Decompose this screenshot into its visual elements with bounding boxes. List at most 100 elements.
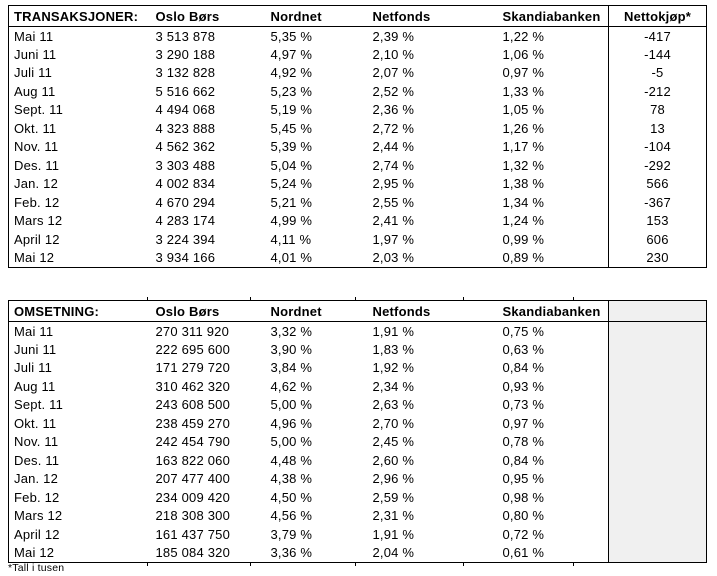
nettokjop-cell <box>608 414 707 433</box>
month-cell: Sept. 11 <box>14 102 64 118</box>
skandiabanken-cell: 1,32 % <box>502 157 545 173</box>
nordnet-cell: 3,32 % <box>270 323 313 339</box>
nordnet-cell: 3,79 % <box>270 526 313 542</box>
oslo-bors-cell: 207 477 400 <box>155 471 230 487</box>
month-cell: Juni 11 <box>14 46 57 62</box>
month-cell: Juli 11 <box>14 65 53 81</box>
netfonds-cell: 2,95 % <box>372 176 415 192</box>
border-tick <box>250 561 251 566</box>
month-cell: Mars 12 <box>14 508 63 524</box>
table-title-transaksjoner: TRANSAKSJONER: <box>8 5 151 27</box>
oslo-bors-cell: 4 002 834 <box>155 176 216 192</box>
table-row: Des. 11 163 822 060 4,48 % 2,60 % 0,84 % <box>9 451 707 470</box>
footnote: *Tall i tusen <box>8 562 65 574</box>
netfonds-cell: 2,41 % <box>372 213 415 229</box>
nettokjop-cell: 566 <box>608 174 707 193</box>
oslo-bors-cell: 243 608 500 <box>155 397 230 413</box>
skandiabanken-cell: 0,73 % <box>502 397 545 413</box>
oslo-bors-cell: 3 513 878 <box>155 28 216 44</box>
nordnet-cell: 4,50 % <box>270 489 313 505</box>
oslo-bors-cell: 161 437 750 <box>155 526 230 542</box>
oslo-bors-cell: 310 462 320 <box>155 378 230 394</box>
oslo-bors-cell: 185 084 320 <box>155 545 230 560</box>
table-row: Juni 11 3 290 188 4,97 % 2,10 % 1,06 % -144 <box>9 45 707 64</box>
nettokjop-cell: -212 <box>608 82 707 101</box>
month-cell: Aug 11 <box>14 83 56 99</box>
netfonds-cell: 2,74 % <box>372 157 415 173</box>
table-row: Mars 12 4 283 174 4,99 % 2,41 % 1,24 % 153 <box>9 211 707 230</box>
skandiabanken-cell: 1,34 % <box>502 194 545 210</box>
nordnet-cell: 4,99 % <box>270 213 313 229</box>
netfonds-cell: 2,96 % <box>372 471 415 487</box>
turnover-table: OMSETNING: Oslo Børs Nordnet Netfonds Sk… <box>8 297 707 566</box>
skandiabanken-cell: 0,80 % <box>502 508 545 524</box>
table-row: Mai 12 185 084 320 3,36 % 2,04 % 0,61 % <box>9 543 707 562</box>
table-row: April 12 161 437 750 3,79 % 1,91 % 0,72 % <box>9 525 707 544</box>
nordnet-cell: 4,11 % <box>270 231 312 247</box>
header-row: OMSETNING: Oslo Børs Nordnet Netfonds Sk… <box>8 300 707 322</box>
skandiabanken-cell: 0,97 % <box>502 65 545 81</box>
month-cell: Nov. 11 <box>14 434 59 450</box>
month-cell: Juni 11 <box>14 341 57 357</box>
nordnet-cell: 3,84 % <box>270 360 313 376</box>
transactions-table: TRANSAKSJONER: Oslo Børs Nordnet Netfond… <box>8 5 707 268</box>
netfonds-cell: 1,92 % <box>372 360 415 376</box>
column-header-nettokjop: Nettokjøp* <box>608 5 707 27</box>
skandiabanken-cell: 0,95 % <box>502 471 545 487</box>
nettokjop-cell: 13 <box>608 119 707 138</box>
month-cell: Feb. 12 <box>14 194 60 210</box>
oslo-bors-cell: 218 308 300 <box>155 508 230 524</box>
oslo-bors-cell: 238 459 270 <box>155 415 230 431</box>
netfonds-cell: 2,55 % <box>372 194 415 210</box>
border-tick <box>355 297 356 301</box>
table-row: Jan. 12 4 002 834 5,24 % 2,95 % 1,38 % 566 <box>9 174 707 193</box>
skandiabanken-cell: 0,61 % <box>502 545 545 560</box>
month-cell: Jan. 12 <box>14 471 59 487</box>
nettokjop-cell <box>608 525 707 544</box>
oslo-bors-cell: 171 279 720 <box>155 360 230 376</box>
nordnet-cell: 4,62 % <box>270 378 313 394</box>
border-tick <box>463 561 464 566</box>
nordnet-cell: 5,45 % <box>270 120 313 136</box>
skandiabanken-cell: 1,24 % <box>502 213 545 229</box>
nettokjop-cell: -292 <box>608 156 707 175</box>
skandiabanken-cell: 0,63 % <box>502 341 545 357</box>
oslo-bors-cell: 242 454 790 <box>155 434 230 450</box>
table-row: Juli 11 3 132 828 4,92 % 2,07 % 0,97 % -5 <box>9 63 707 82</box>
month-cell: Mai 12 <box>14 545 55 560</box>
header-row: TRANSAKSJONER: Oslo Børs Nordnet Netfond… <box>8 5 707 27</box>
oslo-bors-cell: 3 132 828 <box>155 65 216 81</box>
skandiabanken-cell: 0,84 % <box>502 452 545 468</box>
month-cell: Juli 11 <box>14 360 53 376</box>
month-cell: Mai 11 <box>14 323 54 339</box>
netfonds-cell: 2,60 % <box>372 452 415 468</box>
table-row: Okt. 11 4 323 888 5,45 % 2,72 % 1,26 % 13 <box>9 119 707 138</box>
nettokjop-cell <box>608 377 707 396</box>
turnover-table-grid: OMSETNING: Oslo Børs Nordnet Netfonds Sk… <box>8 300 707 563</box>
netfonds-cell: 2,52 % <box>372 83 415 99</box>
border-tick <box>250 297 251 301</box>
netfonds-cell: 1,83 % <box>372 341 415 357</box>
nordnet-cell: 3,90 % <box>270 341 313 357</box>
nettokjop-cell <box>608 395 707 414</box>
oslo-bors-cell: 4 494 068 <box>155 102 216 118</box>
nettokjop-cell <box>608 506 707 525</box>
nettokjop-cell: -144 <box>608 45 707 64</box>
table-row: Aug 11 310 462 320 4,62 % 2,34 % 0,93 % <box>9 377 707 396</box>
netfonds-cell: 2,59 % <box>372 489 415 505</box>
oslo-bors-cell: 270 311 920 <box>155 323 230 339</box>
month-cell: Mars 12 <box>14 213 63 229</box>
table-row: Aug 11 5 516 662 5,23 % 2,52 % 1,33 % -212 <box>9 82 707 101</box>
table-row: Juni 11 222 695 600 3,90 % 1,83 % 0,63 % <box>9 340 707 359</box>
table-row: Jan. 12 207 477 400 4,38 % 2,96 % 0,95 % <box>9 469 707 488</box>
nettokjop-cell <box>608 451 707 470</box>
netfonds-cell: 2,70 % <box>372 415 415 431</box>
skandiabanken-cell: 1,33 % <box>502 83 545 99</box>
nettokjop-cell <box>608 340 707 359</box>
column-header-empty-shaded <box>608 300 707 322</box>
month-cell: Mai 11 <box>14 28 54 44</box>
skandiabanken-cell: 1,22 % <box>502 28 545 44</box>
column-header-nordnet: Nordnet <box>265 300 368 322</box>
nettokjop-cell <box>608 469 707 488</box>
